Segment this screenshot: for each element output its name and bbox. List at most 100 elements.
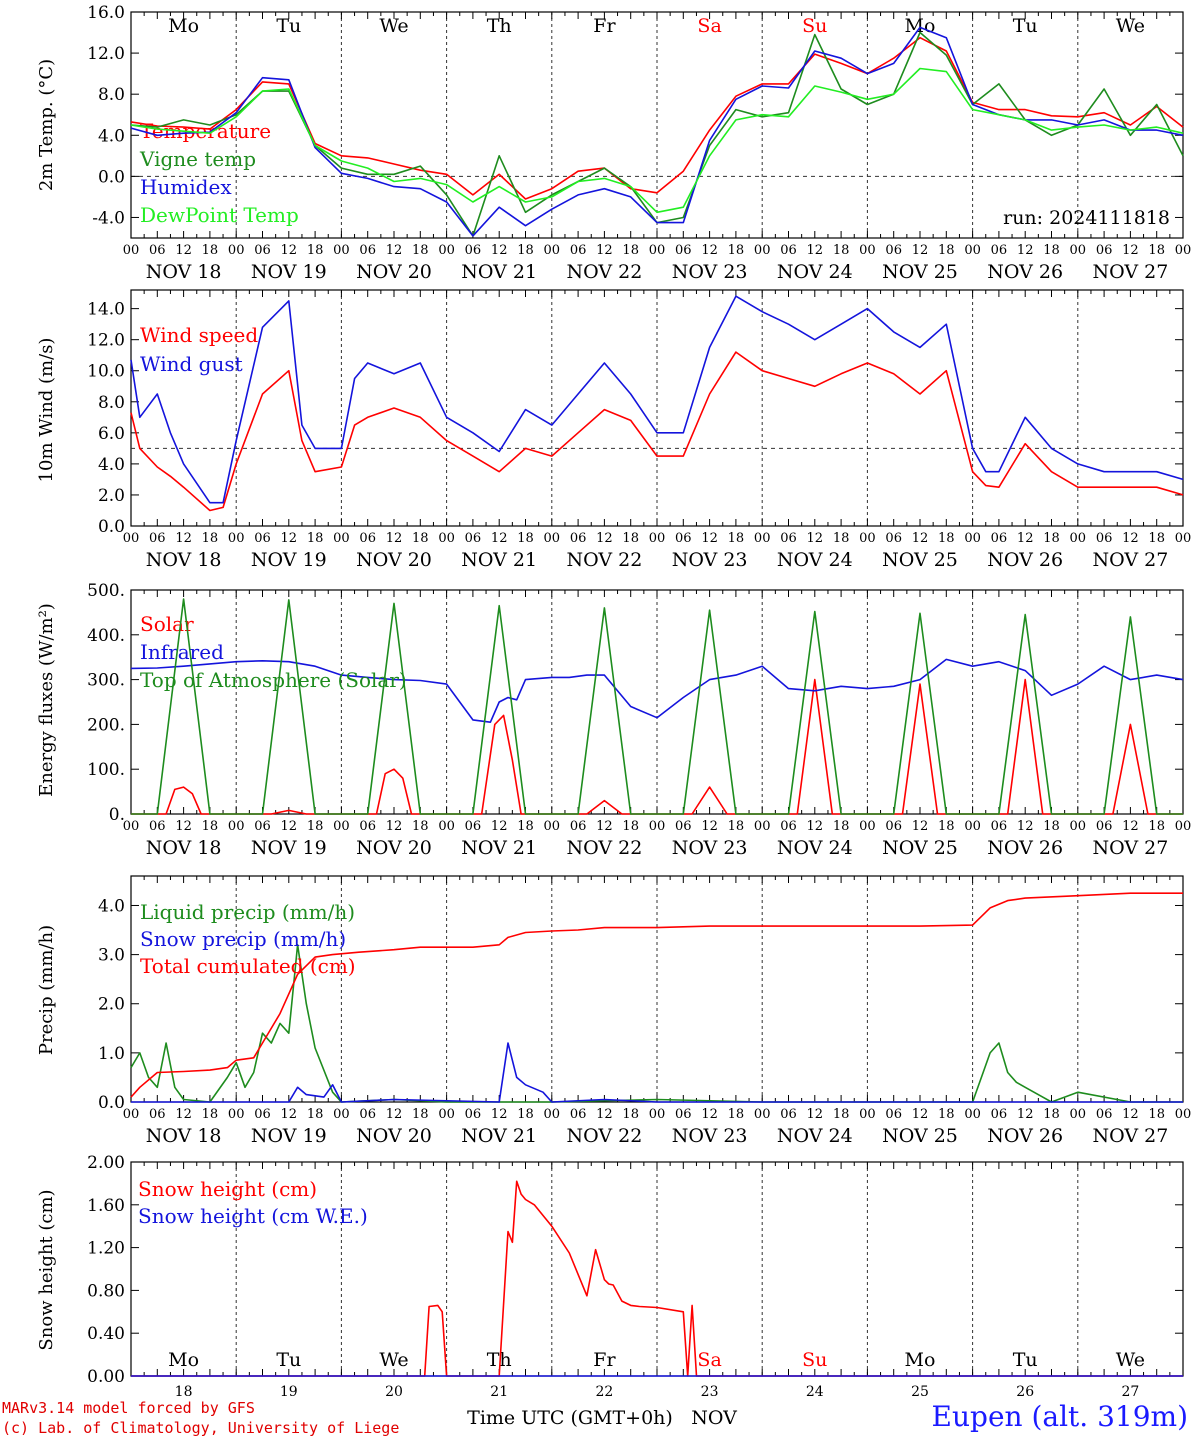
temperature-ylabel: 2m Temp. (°C): [36, 59, 57, 191]
precip-hour-label: 00: [228, 1107, 245, 1122]
precip-hour-label: 00: [964, 1107, 981, 1122]
energy-hour-label: 12: [701, 819, 718, 834]
wind-hour-label: 18: [412, 531, 429, 546]
temperature-hour-label: 06: [149, 243, 166, 258]
temperature-hour-label: 06: [254, 243, 271, 258]
wind-hour-label: 00: [544, 531, 561, 546]
temperature-hour-label: 12: [807, 243, 824, 258]
wind-hour-label: 06: [149, 531, 166, 546]
precip-hour-label: 06: [570, 1107, 587, 1122]
precip-ytick-label: 1.0: [98, 1044, 125, 1064]
temperature-hour-label: 06: [1096, 243, 1113, 258]
temperature-hour-label: 00: [754, 243, 771, 258]
precip-hour-label: 06: [359, 1107, 376, 1122]
energy-date-label: NOV 24: [777, 837, 853, 859]
temperature-hour-label: 18: [202, 243, 219, 258]
energy-hour-label: 00: [859, 819, 876, 834]
temperature-hour-label: 18: [307, 243, 324, 258]
model-credit: MARv3.14 model forced by GFS: [2, 1399, 255, 1417]
energy-hour-label: 00: [964, 819, 981, 834]
energy-date-label: NOV 23: [672, 837, 748, 859]
energy-hour-label: 00: [1070, 819, 1087, 834]
wind-hour-label: 12: [175, 531, 192, 546]
weekday-label: Th: [487, 15, 512, 37]
precip-hour-label: 00: [1175, 1107, 1192, 1122]
temperature-legend-entry: Vigne temp: [139, 147, 256, 171]
precip-series-total-cumulated-cm: [130, 892, 1183, 1098]
temperature-date-label: NOV 27: [1092, 261, 1168, 283]
energy-hour-label: 18: [307, 819, 324, 834]
energy-hour-label: 18: [202, 819, 219, 834]
wind-hour-label: 18: [728, 531, 745, 546]
precip-ylabel: Precip (mm/h): [36, 925, 57, 1055]
wind-hour-label: 00: [1070, 531, 1087, 546]
precip-hour-label: 12: [1122, 1107, 1139, 1122]
energy-date-label: NOV 18: [146, 837, 222, 859]
wind-hour-label: 00: [438, 531, 455, 546]
energy-hour-label: 00: [544, 819, 561, 834]
temperature-date-label: NOV 22: [566, 261, 642, 283]
temperature-hour-label: 12: [281, 243, 298, 258]
precip-ytick-label: 4.0: [98, 896, 125, 916]
wind-date-label: NOV 22: [566, 549, 642, 571]
snow-series-snow-height-cm: [131, 1180, 1183, 1377]
energy-date-label: NOV 19: [251, 837, 327, 859]
temperature-hour-label: 18: [728, 243, 745, 258]
bottom-day-number: 23: [701, 1384, 719, 1400]
wind-hour-label: 12: [491, 531, 508, 546]
energy-date-label: NOV 26: [987, 837, 1063, 859]
energy-legend-entry: Top of Atmosphere (Solar): [140, 668, 407, 692]
temperature-ytick-label: 16.0: [87, 3, 125, 23]
wind-hour-label: 06: [570, 531, 587, 546]
wind-ytick-label: 4.0: [98, 455, 125, 475]
energy-hour-label: 12: [1017, 819, 1034, 834]
x-axis-unit: NOV: [691, 1407, 737, 1429]
snow-legend-entry: Snow height (cm W.E.): [138, 1204, 368, 1228]
temperature-ytick-label: 4.0: [98, 126, 125, 146]
wind-hour-label: 06: [675, 531, 692, 546]
energy-hour-label: 18: [1148, 819, 1165, 834]
energy-hour-label: 12: [491, 819, 508, 834]
wind-hour-label: 00: [754, 531, 771, 546]
precip-date-label: NOV 24: [777, 1125, 853, 1147]
precip-hour-label: 06: [465, 1107, 482, 1122]
snow-ytick-label: 0.40: [87, 1324, 125, 1344]
precip-hour-label: 00: [123, 1107, 140, 1122]
energy-hour-label: 00: [123, 819, 140, 834]
run-label: run: 2024111818: [1003, 207, 1170, 229]
energy-ytick-label: 500.: [87, 581, 125, 601]
energy-date-label: NOV 27: [1092, 837, 1168, 859]
energy-hour-label: 06: [465, 819, 482, 834]
temperature-hour-label: 00: [859, 243, 876, 258]
bottom-day-number: 22: [595, 1384, 613, 1400]
energy-hour-label: 12: [1122, 819, 1139, 834]
wind-hour-label: 06: [465, 531, 482, 546]
energy-frame: [130, 589, 1184, 815]
precip-hour-label: 18: [412, 1107, 429, 1122]
precip-hour-label: 18: [622, 1107, 639, 1122]
bottom-day-number: 25: [911, 1384, 929, 1400]
precip-hour-label: 18: [307, 1107, 324, 1122]
precip-hour-label: 18: [1043, 1107, 1060, 1122]
energy-hour-label: 00: [1175, 819, 1192, 834]
precip-ytick-label: 3.0: [98, 946, 125, 966]
energy-hour-label: 06: [780, 819, 797, 834]
energy-date-label: NOV 21: [461, 837, 537, 859]
weekday-label: Su: [802, 1349, 827, 1371]
lab-credit: (c) Lab. of Climatology, University of L…: [2, 1419, 400, 1437]
temperature-ytick-label: 12.0: [87, 44, 125, 64]
precip-ytick-label: 2.0: [98, 995, 125, 1015]
wind-date-label: NOV 25: [882, 549, 958, 571]
temperature-hour-label: 12: [386, 243, 403, 258]
energy-date-label: NOV 25: [882, 837, 958, 859]
temperature-ytick-label: 0.0: [98, 167, 125, 187]
temperature-legend-entry: Humidex: [140, 175, 232, 199]
wind-hour-label: 06: [885, 531, 902, 546]
temperature-legend-entry: Temperature: [140, 119, 271, 143]
energy-hour-label: 06: [675, 819, 692, 834]
temperature-hour-label: 18: [412, 243, 429, 258]
wind-hour-label: 18: [622, 531, 639, 546]
energy-ytick-label: 200.: [87, 715, 125, 735]
energy-hour-label: 06: [359, 819, 376, 834]
